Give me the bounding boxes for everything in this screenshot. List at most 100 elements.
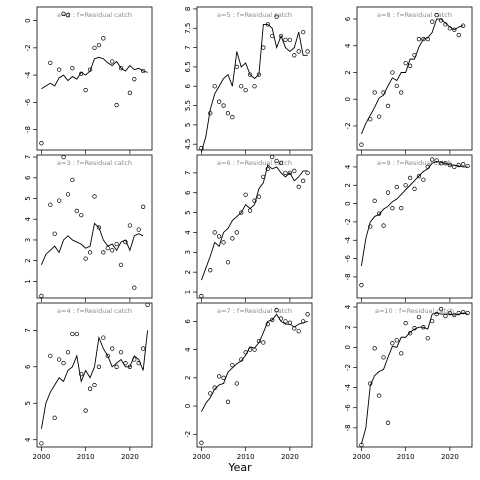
observed-point — [270, 317, 275, 323]
observed-point — [292, 168, 297, 174]
observed-point — [56, 357, 62, 362]
observed-point — [385, 420, 391, 425]
fitted-line — [201, 313, 308, 412]
x-tick-label: 2020 — [441, 453, 459, 461]
y-tick-label: 0 — [24, 18, 32, 22]
y-tick-label: 6 — [344, 16, 352, 21]
observed-point — [399, 206, 404, 211]
observed-point — [278, 316, 284, 321]
x-tick-label: 2020 — [281, 453, 299, 461]
observed-point — [61, 361, 66, 366]
observed-point — [301, 29, 306, 35]
observed-point — [118, 262, 124, 267]
observed-point — [301, 319, 306, 324]
observed-point — [368, 224, 373, 229]
observed-point — [141, 204, 146, 209]
y-tick-label: 4 — [24, 437, 32, 442]
observed-point — [256, 72, 262, 77]
observed-point — [83, 87, 88, 93]
observed-point — [296, 329, 301, 334]
x-tick-label: 2010 — [77, 453, 95, 461]
y-tick-label: 7 — [24, 155, 32, 159]
y-tick-label: 7 — [24, 328, 32, 332]
observed-point — [48, 202, 53, 207]
observed-point — [216, 99, 222, 104]
y-tick-label: -8 — [24, 126, 32, 133]
observed-point — [87, 386, 93, 391]
y-tick-label: -8 — [344, 424, 352, 431]
observed-point — [52, 231, 57, 236]
y-tick-label: 5 — [24, 196, 32, 200]
observed-point — [48, 353, 53, 359]
observed-point — [261, 340, 266, 345]
observed-point — [132, 285, 137, 290]
y-tick-label: 4 — [344, 164, 352, 169]
observed-point — [399, 351, 404, 356]
observed-point — [372, 90, 377, 95]
observed-point — [110, 248, 115, 253]
observed-point — [359, 283, 364, 288]
fitted-line — [200, 23, 308, 153]
observed-point — [56, 67, 62, 72]
observed-point — [65, 192, 71, 197]
panel-frame — [196, 6, 313, 151]
panel-frame — [36, 154, 153, 299]
observed-point — [145, 302, 150, 307]
observed-point — [372, 198, 377, 203]
observed-point — [123, 239, 128, 245]
observed-point — [381, 90, 386, 95]
observed-point — [252, 198, 257, 203]
fitted-line — [360, 312, 468, 445]
x-axis-title: Year — [227, 461, 252, 474]
observed-point — [359, 442, 364, 448]
y-tick-label: 8 — [184, 7, 192, 11]
panel-5: a=6 : f=Residual catch 1 2 3 4 5 6 7 — [184, 154, 313, 302]
y-tick-label: 6 — [184, 319, 192, 324]
observed-point — [234, 64, 239, 70]
observed-point — [292, 326, 297, 331]
y-tick-label: -6 — [24, 98, 32, 106]
observed-point — [390, 341, 395, 346]
observed-point — [287, 320, 293, 325]
y-tick-label: 4 — [184, 230, 192, 235]
y-tick-label: 4 — [24, 216, 32, 221]
y-tick-label: 0 — [344, 345, 352, 349]
observed-point — [230, 114, 235, 120]
observed-point — [114, 364, 119, 369]
observed-point — [305, 312, 310, 317]
observed-point — [390, 70, 395, 75]
observed-point — [70, 331, 75, 337]
observed-point — [221, 103, 226, 108]
panel-title: a=8 : f=Residual catch — [377, 11, 452, 19]
observed-point — [425, 36, 430, 42]
observed-point — [301, 178, 306, 183]
observed-point — [136, 227, 141, 232]
observed-point — [407, 331, 413, 336]
y-tick-label: 2 — [344, 325, 352, 329]
observed-point — [230, 236, 235, 241]
observed-point — [421, 177, 426, 182]
panel-7: a=4 : f=Residual catch 4 5 6 7 2000 2010 2020 — [24, 302, 153, 461]
observed-point — [394, 83, 399, 89]
observed-point — [287, 170, 293, 176]
observed-point — [270, 33, 275, 39]
observed-point — [438, 161, 444, 166]
observed-point — [399, 90, 404, 95]
observed-point — [225, 399, 231, 404]
y-tick-label: -4 — [344, 384, 352, 392]
y-tick-label: -2 — [344, 364, 352, 371]
y-tick-label: 6.5 — [184, 61, 192, 72]
observed-point — [105, 246, 110, 251]
observed-point — [443, 161, 448, 166]
observed-point — [434, 311, 439, 317]
observed-point — [127, 223, 133, 228]
observed-point — [403, 60, 408, 66]
observed-point — [434, 12, 439, 18]
panel-1: a=2 : f=Residual catch 0 -2 -4 -6 -8 — [24, 6, 153, 154]
observed-point — [199, 145, 204, 151]
observed-point — [79, 71, 84, 76]
y-tick-label: 4 — [344, 43, 352, 48]
x-tick-label: 2020 — [121, 453, 139, 461]
y-tick-label: 5 — [184, 210, 192, 214]
observed-point — [252, 84, 257, 89]
